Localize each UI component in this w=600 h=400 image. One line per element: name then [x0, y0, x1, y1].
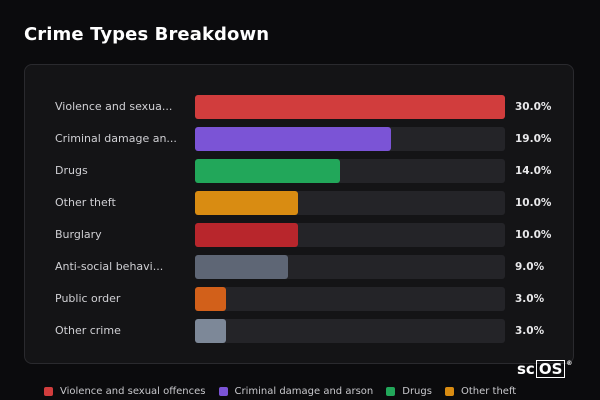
chart-panel: Violence and sexua... 30.0% Criminal damag…: [24, 64, 574, 364]
value-label: 14.0%: [515, 165, 552, 177]
logo-registered-mark: ®: [566, 360, 573, 367]
legend-label: Criminal damage and arson: [234, 386, 374, 397]
bar-row: Anti-social behavi... 9.0%: [25, 255, 575, 279]
bar[interactable]: [195, 191, 299, 215]
bar-track: [195, 127, 505, 151]
value-label: 3.0%: [515, 293, 545, 305]
brand-logo: sc OS ®: [517, 360, 572, 378]
bar-track: [195, 287, 505, 311]
bar-row: Other theft 10.0%: [25, 191, 575, 215]
bar-track: [195, 319, 505, 343]
bar-track: [195, 95, 505, 119]
category-label: Other theft: [55, 196, 116, 209]
bar[interactable]: [195, 255, 288, 279]
bar-track: [195, 159, 505, 183]
logo-box: OS: [535, 360, 566, 378]
legend-swatch: [218, 387, 228, 396]
chart-legend: Violence and sexual offences Criminal dam…: [44, 386, 529, 397]
value-label: 30.0%: [515, 101, 552, 113]
category-label: Anti-social behavi...: [55, 260, 164, 273]
legend-swatch: [444, 387, 454, 396]
value-label: 19.0%: [515, 133, 552, 145]
category-label: Drugs: [55, 164, 88, 177]
bar-row: Drugs 14.0%: [25, 159, 575, 183]
legend-swatch: [44, 387, 53, 396]
legend-item[interactable]: Other theft: [444, 386, 517, 397]
bar-track: [195, 223, 505, 247]
bar-row: Criminal damage an... 19.0%: [25, 127, 575, 151]
bar-row: Other crime 3.0%: [25, 319, 575, 343]
legend-item[interactable]: Criminal damage and arson: [218, 386, 374, 397]
legend-label: Drugs: [402, 386, 432, 397]
category-label: Other crime: [55, 324, 121, 337]
category-label: Public order: [55, 292, 121, 305]
category-label: Criminal damage an...: [55, 132, 177, 145]
bar[interactable]: [195, 159, 340, 183]
bar[interactable]: [195, 319, 226, 343]
value-label: 9.0%: [515, 261, 545, 273]
value-label: 10.0%: [515, 229, 552, 241]
category-label: Violence and sexua...: [55, 100, 173, 113]
bar[interactable]: [195, 127, 392, 151]
bar[interactable]: [195, 287, 226, 311]
bar-row: Burglary 10.0%: [25, 223, 575, 247]
bar-track: [195, 255, 505, 279]
legend-item[interactable]: Violence and sexual offences: [44, 386, 206, 397]
value-label: 10.0%: [515, 197, 552, 209]
legend-label: Violence and sexual offences: [60, 386, 206, 397]
bar-track: [195, 191, 505, 215]
legend-label: Other theft: [460, 386, 517, 397]
bar-row: Violence and sexua... 30.0%: [25, 95, 575, 119]
bar-row: Public order 3.0%: [25, 287, 575, 311]
logo-prefix: sc: [517, 360, 535, 378]
value-label: 3.0%: [515, 325, 545, 337]
bar[interactable]: [195, 223, 299, 247]
legend-swatch: [386, 387, 396, 396]
category-label: Burglary: [55, 228, 102, 241]
bar[interactable]: [195, 95, 505, 119]
chart-title: Crime Types Breakdown: [24, 24, 270, 45]
legend-item[interactable]: Drugs: [386, 386, 432, 397]
